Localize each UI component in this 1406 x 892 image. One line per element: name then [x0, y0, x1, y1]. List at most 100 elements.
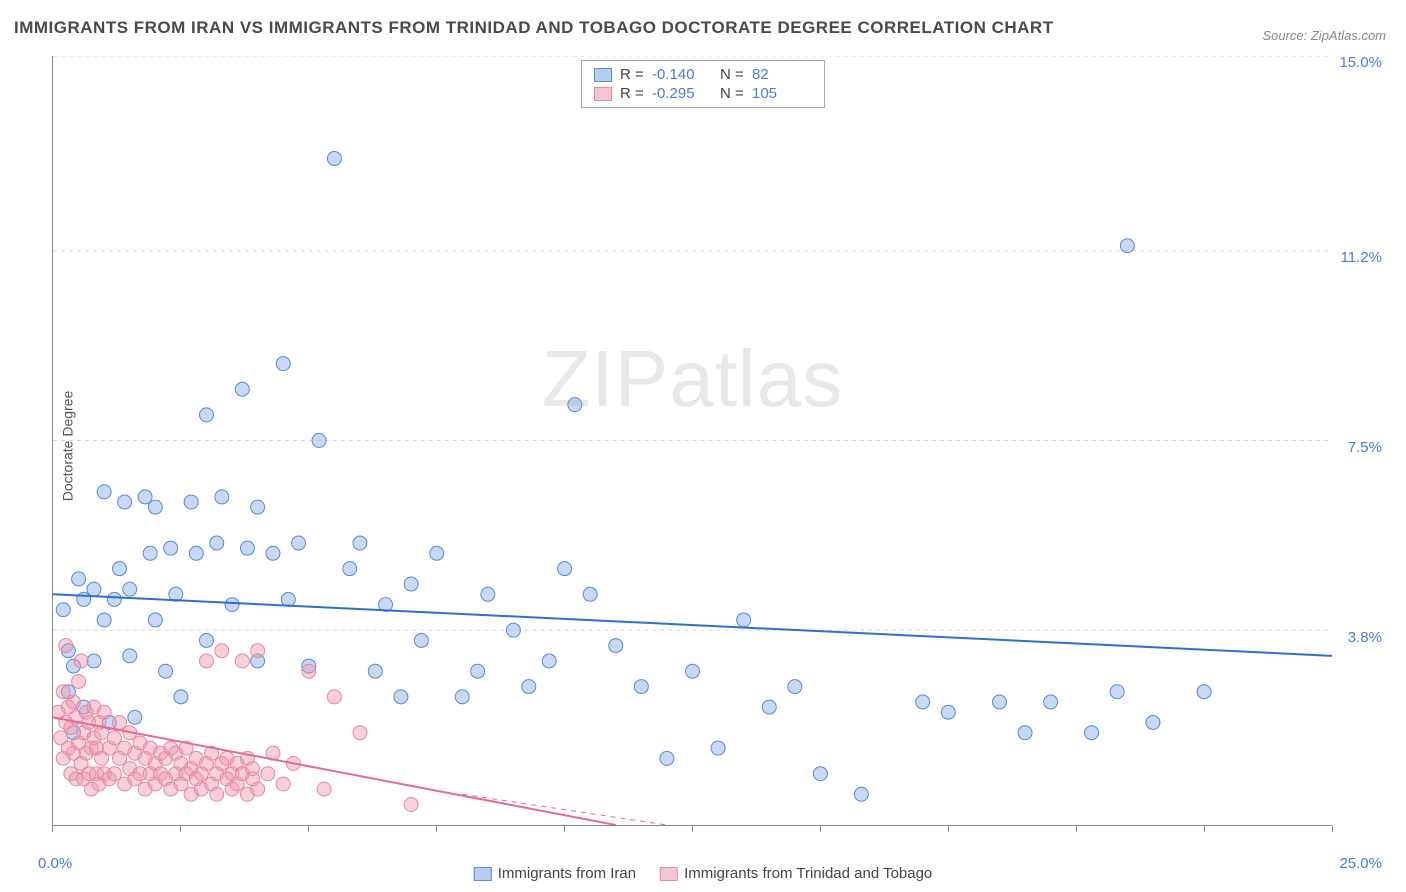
data-point-trinidad	[251, 782, 265, 796]
data-point-trinidad	[276, 777, 290, 791]
data-point-iran	[1085, 726, 1099, 740]
data-point-iran	[941, 705, 955, 719]
legend-series: Immigrants from Iran Immigrants from Tri…	[474, 865, 933, 882]
data-point-iran	[455, 690, 469, 704]
n-value-trinidad: 105	[752, 85, 812, 102]
n-label: N =	[720, 85, 744, 102]
x-tick	[820, 826, 821, 832]
data-point-iran	[77, 592, 91, 606]
data-point-trinidad	[74, 654, 88, 668]
data-point-iran	[737, 613, 751, 627]
data-point-iran	[138, 490, 152, 504]
data-point-trinidad	[404, 798, 418, 812]
data-point-iran	[266, 546, 280, 560]
data-point-iran	[686, 664, 700, 678]
legend-swatch-iran	[474, 867, 492, 881]
data-point-trinidad	[261, 767, 275, 781]
x-axis-max-label: 25.0%	[1339, 855, 1382, 872]
data-point-iran	[87, 654, 101, 668]
x-axis-min-label: 0.0%	[38, 855, 72, 872]
data-point-iran	[343, 562, 357, 576]
data-point-iran	[148, 500, 162, 514]
x-tick	[564, 826, 565, 832]
data-point-iran	[368, 664, 382, 678]
legend-label-iran: Immigrants from Iran	[498, 865, 636, 882]
data-point-iran	[240, 541, 254, 555]
data-point-trinidad	[251, 644, 265, 658]
data-point-iran	[199, 408, 213, 422]
legend-swatch-trinidad	[660, 867, 678, 881]
data-point-iran	[128, 710, 142, 724]
data-point-iran	[1146, 715, 1160, 729]
data-point-iran	[97, 613, 111, 627]
data-point-iran	[143, 546, 157, 560]
data-point-iran	[210, 536, 224, 550]
trend-line-ext-trinidad	[462, 794, 667, 825]
data-point-iran	[634, 680, 648, 694]
data-point-iran	[414, 633, 428, 647]
legend-row-trinidad: R = -0.295 N = 105	[594, 84, 812, 103]
data-point-trinidad	[107, 767, 121, 781]
data-point-iran	[609, 639, 623, 653]
legend-item-iran: Immigrants from Iran	[474, 865, 636, 882]
data-point-iran	[251, 500, 265, 514]
r-value-iran: -0.140	[652, 66, 712, 83]
legend-item-trinidad: Immigrants from Trinidad and Tobago	[660, 865, 932, 882]
chart-title: IMMIGRANTS FROM IRAN VS IMMIGRANTS FROM …	[14, 18, 1054, 38]
data-point-trinidad	[59, 639, 73, 653]
data-point-iran	[788, 680, 802, 694]
data-point-iran	[916, 695, 930, 709]
data-point-iran	[558, 562, 572, 576]
plot-area: ZIPatlas	[52, 56, 1332, 826]
data-point-iran	[107, 592, 121, 606]
data-point-iran	[542, 654, 556, 668]
data-point-iran	[215, 490, 229, 504]
legend-row-iran: R = -0.140 N = 82	[594, 65, 812, 84]
x-tick	[52, 826, 53, 832]
x-tick	[180, 826, 181, 832]
x-tick	[308, 826, 309, 832]
data-point-iran	[164, 541, 178, 555]
data-point-iran	[235, 382, 249, 396]
data-point-iran	[471, 664, 485, 678]
data-point-iran	[568, 398, 582, 412]
data-point-iran	[813, 767, 827, 781]
data-point-iran	[762, 700, 776, 714]
data-point-trinidad	[56, 685, 70, 699]
y-tick-label: 7.5%	[1348, 439, 1382, 456]
data-point-iran	[394, 690, 408, 704]
y-tick-label: 15.0%	[1339, 54, 1382, 71]
data-point-iran	[522, 680, 536, 694]
data-point-iran	[87, 582, 101, 596]
data-point-iran	[148, 613, 162, 627]
data-point-iran	[992, 695, 1006, 709]
legend-correlation-box: R = -0.140 N = 82 R = -0.295 N = 105	[581, 60, 825, 108]
x-tick	[692, 826, 693, 832]
n-value-iran: 82	[752, 66, 812, 83]
data-point-iran	[174, 690, 188, 704]
n-label: N =	[720, 66, 744, 83]
chart-svg	[53, 56, 1332, 825]
data-point-iran	[327, 152, 341, 166]
legend-label-trinidad: Immigrants from Trinidad and Tobago	[684, 865, 932, 882]
data-point-trinidad	[97, 705, 111, 719]
data-point-trinidad	[199, 654, 213, 668]
data-point-iran	[56, 603, 70, 617]
data-point-trinidad	[215, 644, 229, 658]
data-point-iran	[506, 623, 520, 637]
data-point-iran	[281, 592, 295, 606]
x-tick	[1332, 826, 1333, 832]
data-point-iran	[97, 485, 111, 499]
data-point-trinidad	[210, 787, 224, 801]
legend-swatch-trinidad	[594, 87, 612, 101]
data-point-iran	[353, 536, 367, 550]
data-point-iran	[312, 434, 326, 448]
x-tick	[948, 826, 949, 832]
trend-line-iran	[53, 594, 1332, 656]
data-point-trinidad	[302, 664, 316, 678]
data-point-iran	[225, 598, 239, 612]
data-point-iran	[430, 546, 444, 560]
data-point-trinidad	[66, 695, 80, 709]
x-tick	[1076, 826, 1077, 832]
data-point-iran	[711, 741, 725, 755]
